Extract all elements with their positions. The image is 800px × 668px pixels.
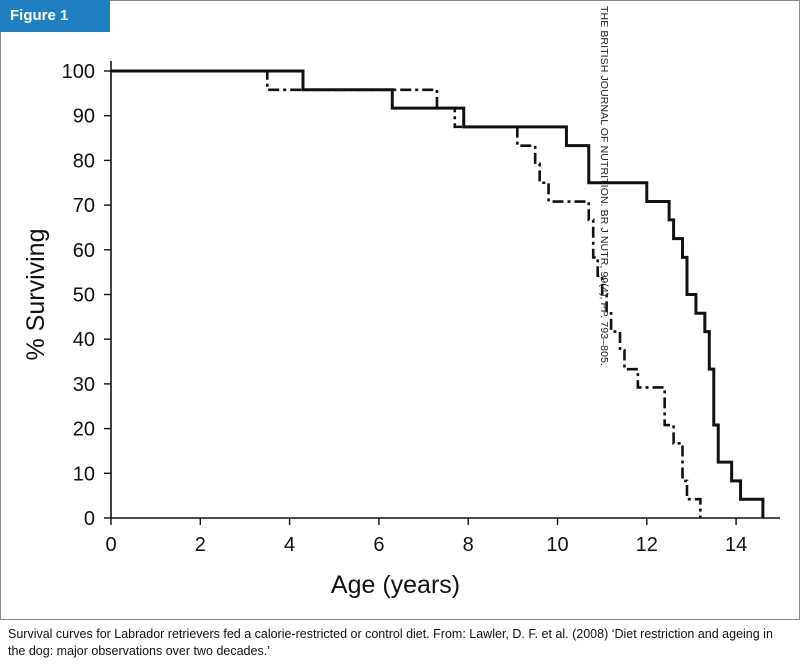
y-tick-label: 60 — [73, 240, 95, 262]
figure-caption: Survival curves for Labrador retrievers … — [8, 627, 773, 658]
figure-frame — [0, 0, 800, 620]
x-tick-label: 10 — [546, 534, 568, 556]
x-tick-label: 4 — [284, 534, 295, 556]
y-tick-label: 70 — [73, 195, 95, 217]
y-tick-label: 100 — [62, 61, 95, 83]
survival-chart: 0 10 20 30 40 50 60 70 80 90 100 0 2 4 6 8 10 12 14 Age (ye… — [22, 61, 780, 599]
x-tick-label: 6 — [373, 534, 384, 556]
y-tick-label: 20 — [73, 419, 95, 441]
x-tick-label: 2 — [195, 534, 206, 556]
x-tick-label: 8 — [463, 534, 474, 556]
source-credit-text: THE BRITISH JOURNAL OF NUTRITION. BR J N… — [598, 6, 610, 366]
y-tick-label: 10 — [73, 463, 95, 485]
y-tick-label: 40 — [73, 329, 95, 351]
series-line-solid — [111, 69, 765, 518]
y-tick-label: 30 — [73, 374, 95, 396]
x-tick-label: 14 — [725, 534, 747, 556]
y-tick-label: 50 — [73, 285, 95, 307]
y-tick-label: 80 — [73, 150, 95, 172]
y-tick-label: 90 — [73, 106, 95, 128]
figure-label: Figure 1 — [0, 0, 110, 32]
x-tick-label: 0 — [105, 534, 116, 556]
x-tick-label: 12 — [636, 534, 658, 556]
y-axis-label: % Surviving — [22, 229, 50, 361]
series-line-dash-dot — [111, 69, 702, 518]
source-credit: THE BRITISH JOURNAL OF NUTRITION. BR J N… — [598, 6, 788, 606]
y-tick-label: 0 — [84, 508, 95, 530]
x-axis-label: Age (years) — [331, 571, 460, 599]
